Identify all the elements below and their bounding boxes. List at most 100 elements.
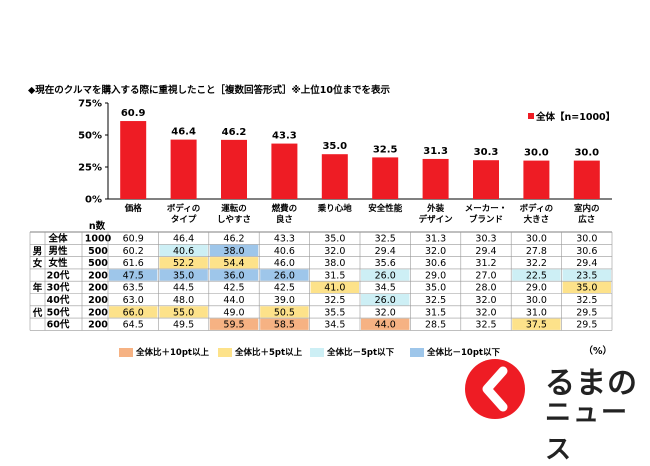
bar xyxy=(271,143,298,199)
category-label: 価格 xyxy=(124,204,142,214)
group-label-age-2: 代 xyxy=(32,307,43,319)
highlight-cell xyxy=(361,318,410,330)
table-cell: 42.5 xyxy=(274,283,295,294)
table-cell: 22.5 xyxy=(526,270,547,281)
highlight-cell xyxy=(512,269,561,281)
row-label: 全体 xyxy=(47,233,68,245)
table-cell: 36.0 xyxy=(223,270,244,281)
table-cell: 35.0 xyxy=(425,283,446,294)
bar-value-label: 46.4 xyxy=(171,127,196,138)
footer-legend-item: 全体比＋5pt以上 xyxy=(218,346,302,358)
category-label: ボディの 大きさ xyxy=(519,204,554,225)
group-label-gender-1: 男 xyxy=(33,246,43,257)
row-n: 200 xyxy=(88,320,108,331)
table-cell: 40.6 xyxy=(274,246,295,257)
highlight-cell xyxy=(512,318,561,330)
row-n: 500 xyxy=(88,246,108,257)
table-cell: 46.4 xyxy=(173,234,194,245)
category-label: 燃費の 良さ xyxy=(271,204,298,225)
table-cell: 32.0 xyxy=(475,307,496,318)
table-cell: 26.0 xyxy=(375,270,396,281)
table-cell: 44.0 xyxy=(375,320,396,331)
table-cell: 40.6 xyxy=(173,246,194,257)
table-cell: 32.5 xyxy=(425,295,446,306)
row-n: 1000 xyxy=(85,234,112,245)
footer-legend-item: 全体比＋10pt以上 xyxy=(119,346,209,358)
category-label: ボディの タイプ xyxy=(166,204,201,225)
kurumano-news-logo xyxy=(465,359,525,419)
table-cell: 35.0 xyxy=(576,283,597,294)
category-label: 乗り心地 xyxy=(317,204,352,214)
row-label: 50代 xyxy=(47,306,70,318)
row-n: 200 xyxy=(88,295,108,306)
bar xyxy=(473,160,499,199)
table-cell: 29.4 xyxy=(475,246,496,257)
bar-value-label: 32.5 xyxy=(373,144,398,155)
table-cell: 38.0 xyxy=(223,246,244,257)
table-cell: 32.0 xyxy=(425,246,446,257)
table-cell: 58.5 xyxy=(274,320,295,331)
highlight-cell xyxy=(562,269,611,281)
footer-legend-item: 全体比－10pt以下 xyxy=(410,346,500,358)
table-cell: 38.0 xyxy=(324,258,345,269)
row-n: 200 xyxy=(88,283,108,294)
bar-value-label: 30.3 xyxy=(474,147,499,158)
group-label-age-1: 年 xyxy=(33,282,43,294)
table-cell: 34.5 xyxy=(375,283,396,294)
chart-figure: ◆現在のクルマを購入する際に重視したこと［複数回答形式］※上位10位までを表示 … xyxy=(28,85,637,465)
table-cell: 31.5 xyxy=(425,307,446,318)
highlight-cell xyxy=(209,244,259,257)
table-cell: 32.2 xyxy=(526,258,547,269)
table-cell: 64.5 xyxy=(123,320,144,331)
bar-value-label: 30.0 xyxy=(524,148,549,159)
category-label: 室内の 広さ xyxy=(574,204,600,225)
table-cell: 66.0 xyxy=(123,307,144,318)
table-cell: 52.2 xyxy=(173,258,194,269)
table-cell: 27.0 xyxy=(475,270,496,281)
highlight-cell xyxy=(361,294,410,306)
highlight-cell xyxy=(209,318,259,330)
footer-legend-swatch xyxy=(310,347,324,357)
highlight-cell xyxy=(109,269,158,281)
bar-value-label: 30.0 xyxy=(574,148,599,159)
table-cell: 43.3 xyxy=(274,234,295,245)
table-cell: 29.5 xyxy=(576,320,597,331)
table-cell: 30.6 xyxy=(425,258,446,269)
highlight-cell xyxy=(209,257,259,269)
table-cell: 55.0 xyxy=(173,307,194,318)
table-cell: 32.5 xyxy=(324,295,345,306)
highlight-cell xyxy=(159,257,208,269)
table-cell: 46.0 xyxy=(274,258,295,269)
table-cell: 30.0 xyxy=(526,295,547,306)
table-cell: 31.5 xyxy=(324,270,345,281)
table-cell: 48.0 xyxy=(173,295,194,306)
y-tick-label: 0% xyxy=(85,195,102,206)
table-cell: 30.3 xyxy=(475,234,496,245)
table-cell: 32.0 xyxy=(475,295,496,306)
table-cell: 26.0 xyxy=(375,295,396,306)
table-cell: 60.9 xyxy=(123,234,144,245)
table-cell: 34.5 xyxy=(324,320,345,331)
table-cell: 29.5 xyxy=(576,307,597,318)
table-cell: 23.5 xyxy=(576,270,597,281)
table-cell: 49.0 xyxy=(223,307,244,318)
row-n: 200 xyxy=(88,270,108,281)
group-label-gender-2: 女 xyxy=(33,258,43,270)
footer-legend-swatch xyxy=(119,347,133,357)
bar-value-label: 46.2 xyxy=(222,127,247,138)
y-tick-label: 75% xyxy=(78,99,102,110)
bar-value-label: 31.3 xyxy=(423,146,448,157)
row-label: 60代 xyxy=(47,319,70,331)
footer-legend-label: 全体比－10pt以下 xyxy=(427,348,500,358)
bar-chart-svg: 0%25%50%75%60.946.4 46.2 43.335.0 32.5 31.3 3… xyxy=(29,99,615,357)
highlight-cell xyxy=(310,281,359,293)
category-label: 運転の しやすさ xyxy=(217,204,251,225)
table-cell: 29.0 xyxy=(425,270,446,281)
highlight-cell xyxy=(260,318,309,330)
category-label: メーカー・ ブランド xyxy=(464,204,508,225)
table-cell: 50.5 xyxy=(274,307,295,318)
highlight-cell xyxy=(562,281,611,293)
highlight-cell xyxy=(159,306,208,318)
table-cell: 47.5 xyxy=(123,270,144,281)
logo-text-line2: ニュース xyxy=(545,398,630,465)
